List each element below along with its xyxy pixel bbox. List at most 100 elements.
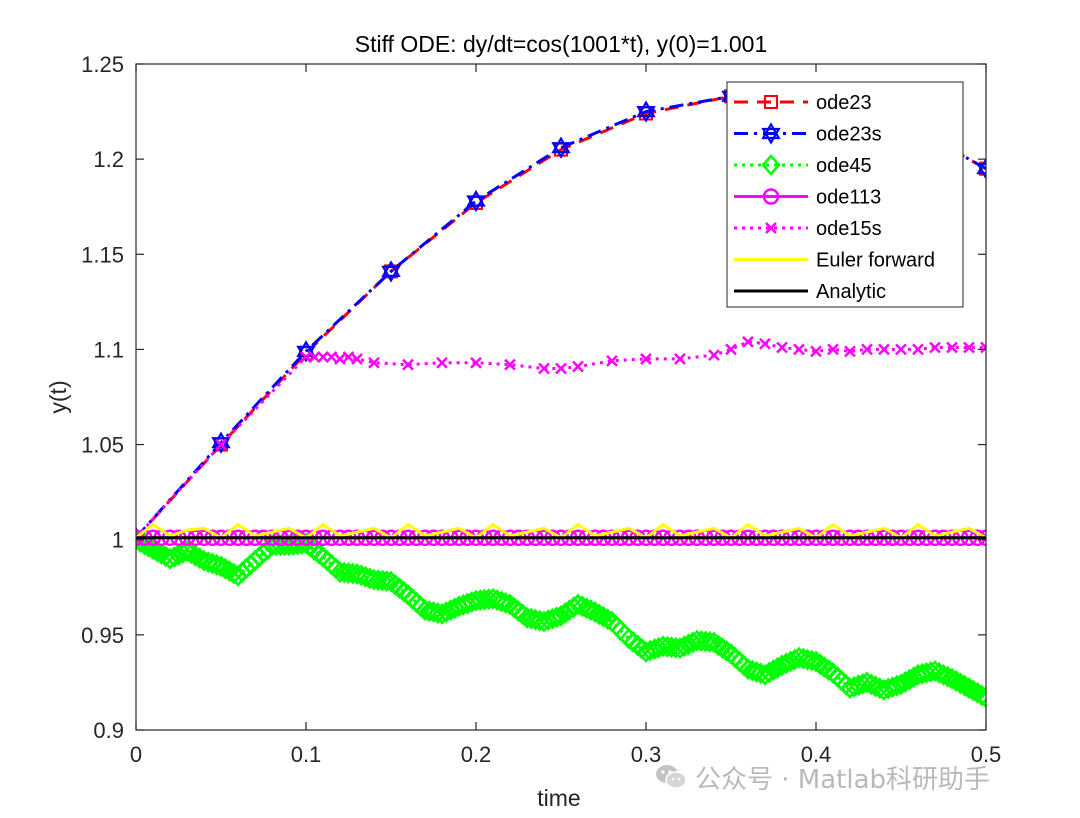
data-point-ode45	[173, 542, 193, 564]
legend-entry-ode23s: ode23s	[734, 122, 882, 146]
legend-label-ode113: ode113	[816, 187, 881, 209]
legend-entry-euler-forward: Euler forward	[734, 250, 935, 272]
data-point-ode45	[589, 603, 609, 626]
y-tick-label: 1.15	[81, 242, 124, 267]
x-tick-label: 0	[130, 742, 142, 767]
data-point-ode15s	[742, 335, 754, 348]
y-tick-label: 0.95	[81, 623, 124, 648]
data-point-ode23s	[551, 136, 571, 159]
legend-marker-ode15s	[765, 222, 777, 234]
y-tick-label: 1.2	[93, 147, 124, 172]
data-point-ode15s	[504, 358, 516, 371]
y-axis-label: y(t)	[45, 380, 71, 413]
data-point-ode23s	[976, 157, 986, 180]
series-ode45	[136, 528, 986, 709]
data-point-ode15s	[640, 353, 652, 365]
data-point-ode45	[776, 652, 796, 675]
legend-label-ode15s: ode15s	[816, 218, 882, 240]
wechat-icon	[656, 765, 687, 789]
data-point-ode45	[712, 637, 733, 660]
data-point-ode45	[266, 534, 286, 557]
data-point-ode15s	[912, 343, 924, 356]
y-tick-label: 1	[112, 528, 124, 553]
data-point-ode15s	[606, 354, 618, 367]
data-point-ode15s	[827, 343, 839, 356]
data-point-ode45	[895, 671, 915, 693]
data-point-ode45	[219, 560, 240, 582]
data-point-ode15s	[963, 341, 975, 354]
data-point-ode45	[555, 602, 575, 624]
data-point-ode15s	[861, 343, 873, 356]
data-point-ode15s	[980, 341, 986, 354]
data-point-ode23s	[466, 189, 486, 213]
data-point-ode15s	[351, 353, 363, 365]
y-tick-label: 1.1	[93, 337, 124, 362]
data-point-ode15s	[725, 343, 737, 356]
data-point-ode45	[593, 605, 614, 628]
x-axis-label: time	[537, 785, 580, 811]
series-layer	[136, 85, 986, 709]
data-point-ode45	[772, 654, 792, 677]
data-point-ode15s	[793, 343, 805, 356]
axis-layer: 0 0.1 0.2 0.3 0.4 0.5 0.9 0.95 1 1.05 1.1 1.15 1.2 1.…	[81, 52, 1001, 767]
data-point-ode15s	[878, 343, 890, 356]
data-point-ode15s	[844, 345, 856, 358]
data-point-ode45	[819, 659, 839, 681]
data-point-ode45	[946, 670, 966, 692]
data-point-ode45	[950, 672, 971, 695]
data-point-ode15s	[555, 362, 567, 375]
y-tick-label: 0.9	[93, 718, 124, 743]
chart-title: Stiff ODE: dy/dt=cos(1001*t), y(0)=1.001	[355, 31, 768, 57]
data-point-ode15s	[215, 438, 227, 451]
data-point-ode45	[474, 588, 495, 611]
data-point-ode45	[147, 540, 167, 563]
data-point-ode15s	[436, 356, 448, 369]
data-point-ode45	[976, 686, 986, 709]
data-point-ode45	[432, 603, 452, 625]
data-point-ode15s	[300, 351, 312, 363]
data-point-ode45	[185, 545, 206, 567]
legend-label-ode23s: ode23s	[816, 124, 882, 146]
legend-entry-ode23: ode23	[734, 92, 872, 114]
x-tick-label: 0.1	[291, 742, 322, 767]
data-point-ode45	[759, 661, 779, 684]
data-point-ode45	[806, 650, 826, 673]
data-point-ode45	[785, 648, 805, 671]
data-point-ode45	[887, 674, 907, 697]
data-point-ode45	[164, 545, 184, 568]
x-tick-label: 0.2	[461, 742, 492, 767]
data-point-ode45	[551, 604, 571, 627]
data-point-ode15s	[470, 356, 482, 369]
data-point-ode15s	[946, 341, 958, 354]
data-point-ode45	[717, 640, 737, 662]
data-point-ode15s	[342, 351, 355, 363]
data-point-ode45	[496, 592, 516, 614]
data-point-ode15s	[572, 360, 584, 373]
data-point-ode45	[768, 656, 788, 679]
data-point-ode45	[598, 608, 618, 631]
data-point-ode45	[972, 684, 986, 707]
legend-entry-analytic: Analytic	[734, 281, 886, 303]
legend-marker-ode23	[764, 95, 778, 109]
data-point-ode45	[547, 606, 567, 629]
data-point-ode15s	[810, 345, 822, 358]
data-point-ode45	[963, 679, 983, 702]
data-point-ode45	[942, 667, 962, 690]
legend-label-ode23: ode23	[816, 92, 872, 114]
data-point-ode45	[215, 557, 235, 580]
data-point-ode15s	[895, 343, 907, 356]
data-point-ode45	[755, 663, 775, 686]
data-point-ode45	[211, 555, 231, 578]
data-point-ode15s	[334, 353, 346, 365]
legend-label-euler-forward: Euler forward	[816, 250, 935, 272]
data-point-ode15s	[402, 358, 414, 371]
x-tick-label: 0.5	[971, 742, 1002, 767]
data-point-ode45	[436, 601, 456, 623]
data-point-ode45	[763, 659, 784, 681]
data-point-ode45	[814, 656, 835, 679]
data-point-ode45	[853, 672, 873, 695]
legend-box	[726, 81, 964, 308]
watermark: 公众号 · Matlab科研助手	[655, 758, 1075, 796]
legend-label-ode45: ode45	[816, 155, 872, 177]
